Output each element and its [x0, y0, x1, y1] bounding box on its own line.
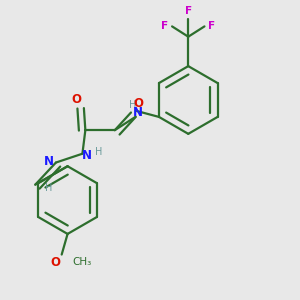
Text: H: H — [129, 100, 136, 110]
Text: H: H — [95, 147, 102, 157]
Text: CH₃: CH₃ — [72, 257, 91, 267]
Text: F: F — [208, 21, 215, 32]
Text: N: N — [133, 106, 143, 119]
Text: O: O — [50, 256, 60, 269]
Text: O: O — [71, 93, 81, 106]
Text: N: N — [44, 154, 54, 168]
Text: H: H — [45, 183, 52, 193]
Text: N: N — [82, 149, 92, 162]
Text: O: O — [133, 97, 143, 110]
Text: F: F — [161, 21, 169, 32]
Text: F: F — [185, 5, 192, 16]
